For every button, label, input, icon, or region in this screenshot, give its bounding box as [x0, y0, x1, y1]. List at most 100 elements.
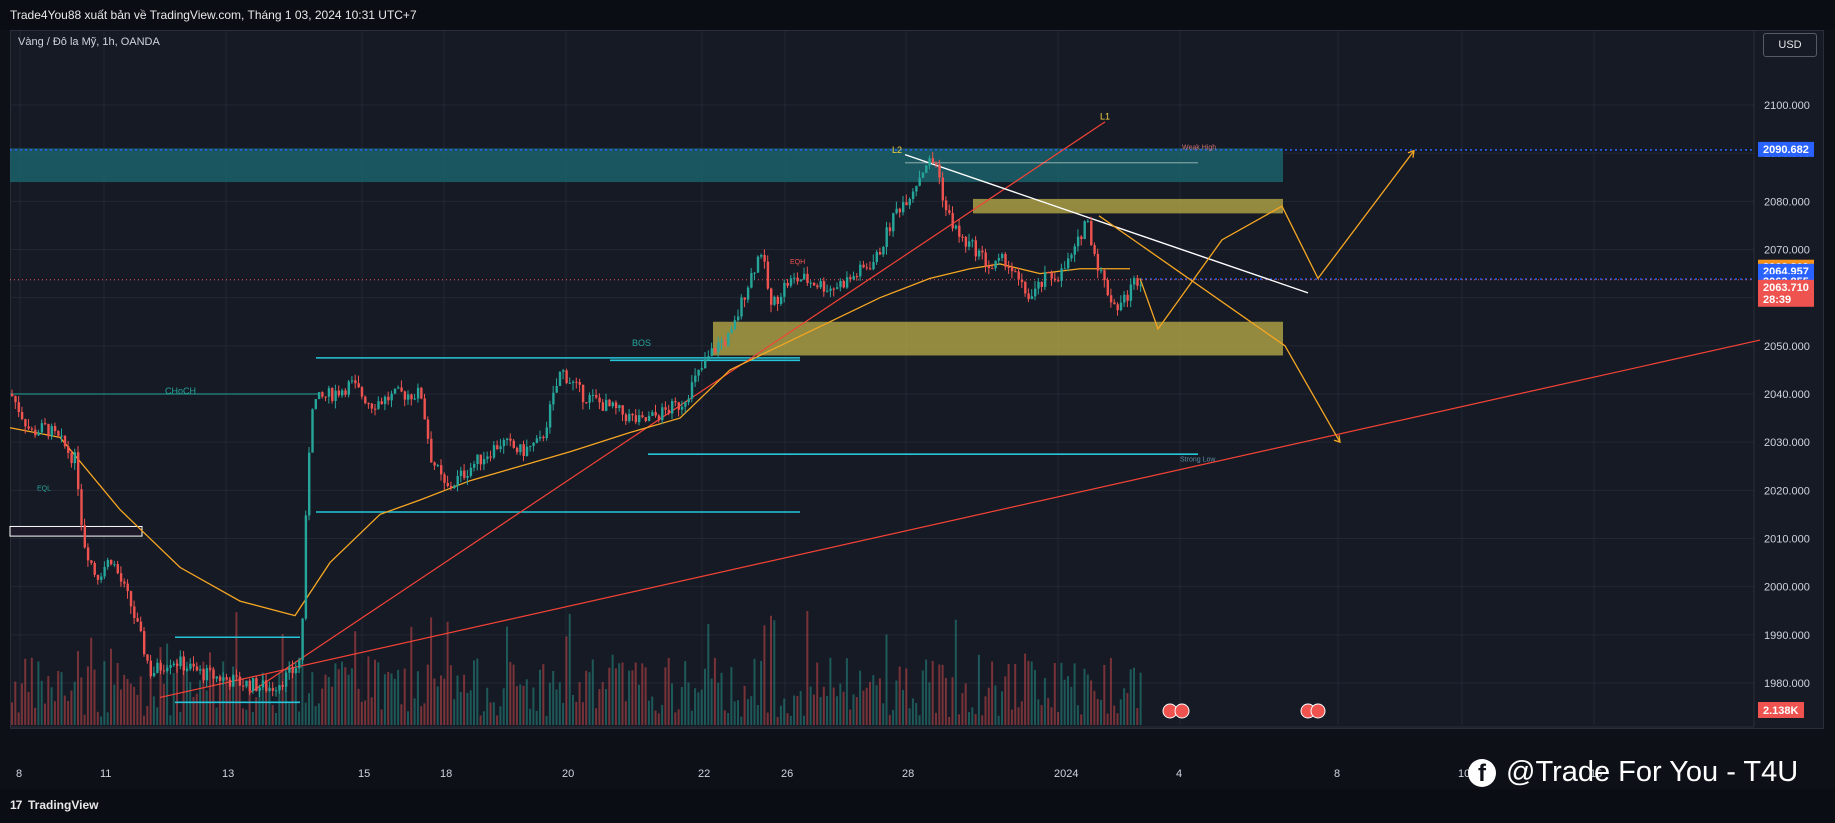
volume-bar: [1136, 708, 1139, 725]
candle: [443, 474, 446, 483]
x-tick-label: 15: [1590, 768, 1602, 780]
candle: [301, 618, 304, 661]
volume-bar: [255, 697, 258, 725]
candle: [740, 297, 743, 317]
x-tick-label: 8: [1334, 768, 1340, 780]
candle: [803, 273, 806, 280]
volume-bar: [251, 712, 254, 725]
candle: [849, 277, 852, 280]
candle: [261, 680, 265, 688]
volume-bar: [403, 668, 406, 725]
candle: [271, 688, 275, 691]
candle: [954, 225, 958, 229]
volume-bar: [1070, 686, 1073, 725]
tradingview-logo[interactable]: 17 TradingView: [10, 798, 98, 812]
candle: [1040, 281, 1043, 287]
volume-bar: [416, 671, 419, 725]
volume-bar: [578, 682, 581, 725]
candle: [166, 667, 169, 671]
volume-bar: [766, 712, 769, 725]
candle: [189, 663, 192, 669]
candle: [27, 426, 30, 429]
candle: [185, 668, 189, 671]
time-axis[interactable]: 8 11 13 15 18 20 22 26 28 2024 4 8 10 15: [16, 768, 1602, 780]
candle: [809, 282, 812, 284]
candle: [469, 467, 473, 476]
candle: [1030, 296, 1034, 300]
candle: [133, 606, 136, 619]
candle: [126, 583, 129, 592]
volume-bar: [832, 687, 835, 725]
volume-bar: [80, 677, 83, 725]
volume-bar: [684, 661, 687, 725]
volume-bar: [57, 671, 60, 725]
volume-bar: [44, 703, 46, 725]
candle: [496, 445, 499, 450]
candle: [545, 427, 548, 439]
volume-bar: [492, 702, 495, 725]
candle: [651, 412, 654, 416]
candle: [733, 320, 737, 330]
volume-bar: [407, 711, 409, 725]
candle: [1139, 285, 1142, 287]
volume-bar: [242, 708, 244, 725]
candle: [506, 438, 509, 441]
candle: [1076, 236, 1080, 247]
volume-bar: [545, 715, 548, 725]
volume-bar: [697, 692, 700, 725]
y-tick-label: 2070.000: [1764, 245, 1810, 257]
volume-bar: [433, 678, 436, 725]
candle: [793, 277, 796, 279]
volume-bar: [1027, 660, 1030, 725]
candle: [921, 172, 925, 178]
volume-bar: [235, 612, 238, 725]
candle: [149, 660, 152, 677]
candle: [690, 382, 694, 399]
candle: [925, 165, 928, 173]
volume-label-bg: [1758, 702, 1804, 718]
volume-bar: [555, 689, 558, 725]
candle: [169, 665, 172, 668]
candle: [859, 264, 862, 277]
y-tick-label: 2030.000: [1764, 437, 1810, 449]
volume-bar: [836, 696, 838, 725]
volume-bar: [746, 699, 749, 725]
candle: [737, 316, 740, 321]
x-tick-label: 26: [781, 768, 793, 780]
x-tick-label: 28: [902, 768, 914, 780]
chart-area[interactable]: [10, 30, 1824, 729]
volume-bar: [532, 687, 535, 725]
volume-bar: [628, 670, 631, 725]
candle: [598, 397, 601, 403]
x-tick-label: 18: [440, 768, 452, 780]
candle: [225, 677, 228, 680]
volume-bar: [944, 677, 947, 725]
candle: [997, 258, 1001, 261]
chart-annotation: Strong Low: [1180, 456, 1216, 463]
candle: [753, 272, 756, 274]
volume-bar: [327, 677, 330, 725]
volume-bar: [40, 680, 43, 725]
candle: [466, 475, 469, 478]
candle: [218, 676, 222, 681]
candle: [898, 208, 902, 213]
candle: [977, 250, 981, 257]
volume-bar: [334, 663, 337, 725]
volume-bar: [852, 694, 855, 725]
currency-button[interactable]: USD: [1763, 33, 1817, 57]
volume-bar: [1090, 680, 1093, 725]
volume-bar: [374, 659, 376, 725]
candle: [941, 177, 944, 201]
candle: [1014, 271, 1017, 273]
candle: [915, 185, 918, 192]
candle: [476, 454, 479, 465]
volume-bar: [727, 713, 730, 725]
candle: [638, 415, 641, 423]
price-axis[interactable]: 2100.0002090.0002080.0002070.0002060.000…: [1764, 100, 1810, 690]
candle: [829, 288, 832, 291]
volume-bar: [400, 704, 403, 725]
candle: [215, 676, 218, 679]
long-trendline: [159, 339, 1761, 699]
candle: [1090, 221, 1093, 246]
